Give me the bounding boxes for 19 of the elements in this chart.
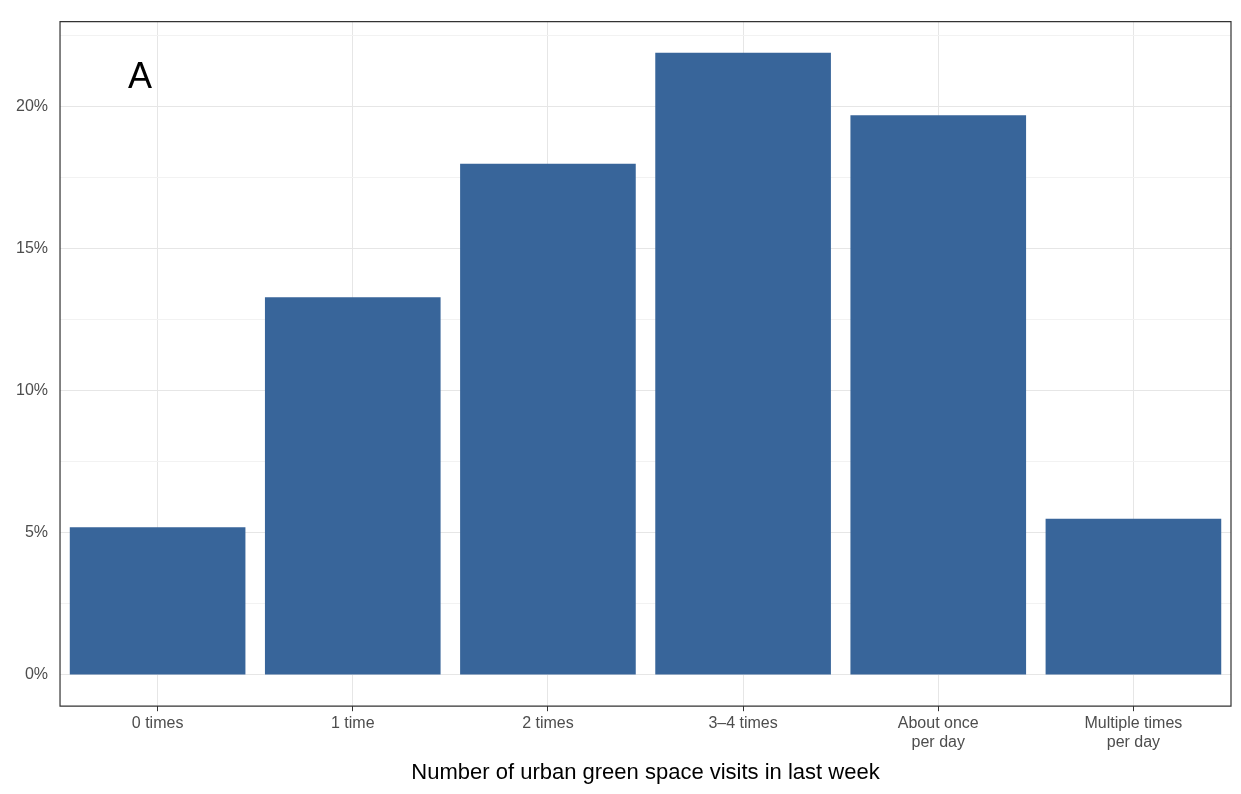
x-tick-label: 0 times <box>131 714 184 732</box>
bar <box>850 115 1027 675</box>
y-tick-label: 20% <box>15 97 49 115</box>
y-tick-label: 0% <box>24 665 49 683</box>
annotation: A <box>128 54 153 96</box>
bar <box>264 297 441 675</box>
bar <box>69 527 246 675</box>
x-axis-title: Number of urban green space visits in last week <box>411 758 881 784</box>
y-tick-label: 5% <box>24 523 49 541</box>
bar <box>655 52 831 675</box>
bar <box>1045 518 1222 675</box>
y-tick-label: 15% <box>15 239 49 257</box>
x-tick-label: 3–4 times <box>708 714 778 732</box>
x-tick-label: 2 times <box>522 714 574 732</box>
x-tick-label: About once per day <box>897 714 979 751</box>
y-tick-label: 10% <box>15 381 49 399</box>
x-tick-label: Multiple times per day <box>1084 714 1183 751</box>
bar <box>460 163 636 675</box>
x-tick-label: 1 time <box>330 714 375 732</box>
